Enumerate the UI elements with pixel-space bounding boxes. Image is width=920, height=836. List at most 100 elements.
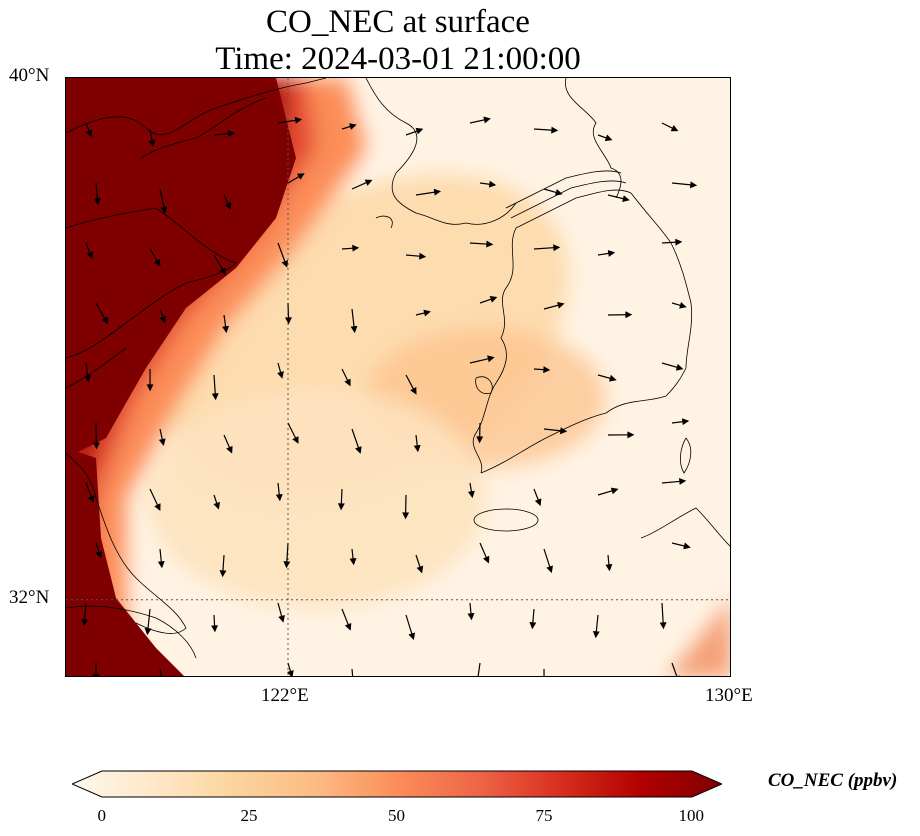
wind-vectors — [81, 116, 698, 676]
wind-arrow-head — [476, 436, 484, 444]
wind-arrow-head — [678, 675, 681, 676]
wind-arrow-head — [224, 202, 232, 210]
wind-arrow-head — [222, 325, 229, 334]
wind-arrow-head — [482, 555, 490, 564]
wind-arrow-head — [486, 240, 494, 248]
wind-arrow-head — [95, 550, 103, 559]
wind-arrow-head — [622, 195, 630, 202]
colorbar — [72, 770, 722, 798]
wind-arrow-head — [675, 363, 684, 371]
wind-arrow-head — [277, 371, 284, 379]
wind-arrow-head — [679, 301, 687, 309]
wind-arrow-head — [352, 244, 360, 252]
wind-arrow-head — [153, 258, 161, 267]
wind-arrow-head — [546, 565, 553, 574]
wind-arrow-head — [144, 627, 152, 636]
wind-arrow — [159, 668, 163, 676]
wind-arrow-head — [487, 355, 495, 363]
wind-arrow-head — [489, 296, 498, 303]
wind-arrow-head — [275, 493, 283, 502]
wind-arrow-head — [364, 179, 373, 186]
wind-arrow-head — [284, 317, 292, 325]
wind-arrow — [351, 668, 354, 676]
colorbar-tick-label: 0 — [97, 806, 107, 825]
wind-arrow-head — [287, 670, 294, 676]
wind-arrow-head — [337, 503, 345, 511]
wind-arrow-head — [689, 181, 698, 189]
wind-arrow-head — [605, 564, 613, 572]
wind-arrow-head — [679, 477, 687, 485]
wind-arrow-head — [604, 134, 613, 142]
wind-arrow-head — [219, 267, 226, 276]
wind-arrow-head — [294, 116, 303, 124]
wind-arrow-head — [419, 252, 427, 260]
wind-arrow-head — [296, 173, 305, 180]
wind-arrow-head — [410, 386, 417, 395]
wind-arrow-head — [433, 188, 442, 196]
wind-arrow-head — [157, 560, 165, 569]
colorbar-tick-label: 25 — [240, 806, 258, 825]
lat-tick-label: 40°N — [9, 65, 50, 86]
wind-arrow-head — [681, 418, 690, 426]
wind-arrow-head — [158, 438, 166, 446]
wind-arrow-head — [160, 206, 168, 214]
wind-arrow-head — [85, 129, 93, 138]
wind-arrow-head — [344, 378, 351, 387]
wind-arrow-head — [226, 445, 233, 454]
wind-arrow-head — [610, 487, 619, 495]
wind-arrow-head — [355, 446, 362, 454]
wind-arrow-head — [413, 444, 421, 453]
wind-arrow-head — [483, 116, 491, 124]
wind-arrow-head — [344, 622, 352, 631]
wind-arrow-head — [211, 393, 219, 401]
wind-arrow-head — [529, 622, 537, 630]
wind-arrow-head — [554, 189, 563, 196]
wind-arrow-head — [146, 384, 154, 392]
wind-arrow-head — [423, 309, 431, 317]
wind-arrow-head — [349, 123, 357, 130]
wind-arrow-head — [211, 625, 219, 633]
wind-arrow-head — [416, 565, 424, 574]
colorbar-title: CO_NEC (ppbv) — [768, 770, 898, 791]
wind-arrow — [477, 662, 481, 676]
wind-arrow-head — [278, 614, 285, 623]
wind-arrow-head — [84, 374, 92, 383]
lat-tick-label: 32°N — [9, 586, 50, 608]
lon-tick-label: 122°E — [261, 685, 309, 706]
wind-arrow-head — [551, 126, 559, 134]
lon-tick-label: 130°E — [705, 685, 753, 706]
wind-arrow-head — [559, 427, 568, 435]
wind-arrow-head — [213, 501, 220, 510]
wind-arrow-head — [92, 674, 100, 676]
wind-arrow-head — [467, 613, 475, 621]
wind-arrow-head — [553, 244, 561, 252]
wind-arrow-head — [659, 622, 667, 630]
wind-arrow-head — [625, 311, 633, 319]
map-title: CO_NEC at surface — [266, 4, 530, 40]
wind-arrow-head — [349, 557, 357, 566]
gridlines — [66, 78, 730, 676]
wind-arrow-head — [543, 366, 551, 374]
concentration-field — [66, 78, 730, 676]
wind-arrow — [671, 662, 678, 676]
wind-arrow-head — [675, 238, 683, 246]
concentration-map — [66, 78, 730, 676]
wind-arrow-head — [609, 374, 617, 382]
wind-arrow-head — [81, 619, 89, 627]
wind-arrow-head — [670, 124, 679, 132]
wind-arrow-head — [148, 139, 156, 148]
wind-arrow-head — [350, 325, 358, 334]
colorbar-tick-label: 75 — [535, 806, 553, 825]
colorbar-tick-label: 100 — [678, 806, 705, 825]
wind-arrow-head — [408, 632, 416, 641]
wind-arrow-head — [101, 316, 108, 325]
wind-arrow-head — [627, 431, 635, 439]
wind-arrow-head — [534, 498, 542, 507]
wind-arrow-head — [281, 259, 289, 268]
wind-arrow-head — [415, 127, 424, 135]
coastlines — [66, 78, 730, 659]
wind-arrow-head — [154, 503, 161, 512]
wind-arrow-head — [227, 130, 236, 138]
wind-arrow-head — [607, 250, 616, 257]
wind-arrow-head — [592, 630, 600, 639]
